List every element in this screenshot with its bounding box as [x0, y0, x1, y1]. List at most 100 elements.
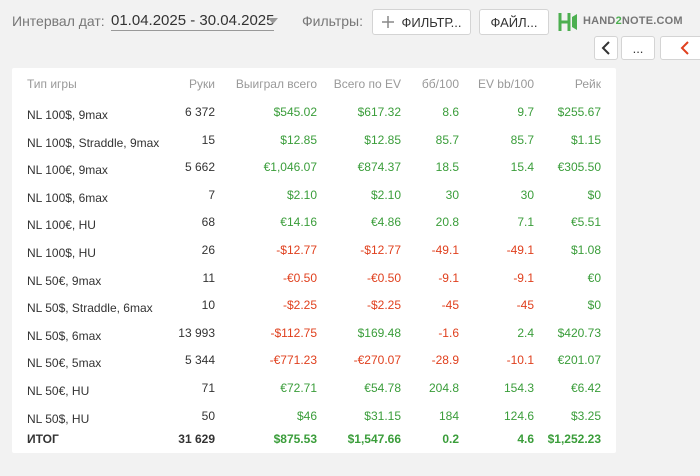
cell-value: -€771.23 — [269, 353, 317, 368]
cell-value: -€0.50 — [282, 270, 317, 285]
filter-button[interactable]: ФИЛЬТР... — [372, 9, 471, 35]
game-type[interactable]: NL 100$, 6max — [27, 190, 108, 205]
chevron-icon — [680, 41, 689, 55]
cell-value: 85.7 — [510, 132, 534, 147]
cell-value: €0 — [587, 270, 601, 285]
cell-value: €201.07 — [557, 353, 601, 368]
cell-value: $1.15 — [570, 132, 601, 147]
total-value: 0.2 — [442, 432, 459, 447]
date-label: Интервал дат: — [12, 13, 105, 29]
game-type[interactable]: NL 50€, 9max — [27, 273, 102, 288]
cell-value: -9.1 — [438, 270, 459, 285]
cell-value: 20.8 — [435, 215, 459, 230]
cell-value: 50 — [201, 408, 215, 423]
cell-value: 71 — [201, 381, 215, 395]
cell-value: 11 — [202, 270, 215, 285]
cell-value: $1.08 — [570, 243, 601, 257]
cell-value: $2.10 — [370, 187, 401, 202]
cell-value: 15.4 — [510, 160, 534, 175]
cell-value: $12.85 — [280, 132, 317, 147]
cell-value: €5.51 — [570, 215, 601, 230]
cell-value: €1,046.07 — [263, 160, 317, 175]
cell-value: $2.10 — [286, 187, 317, 202]
cell-value: 6 372 — [184, 105, 215, 119]
partial-button[interactable] — [660, 36, 700, 60]
game-type[interactable]: NL 100$, HU — [27, 246, 96, 260]
cell-value: -€0.50 — [366, 270, 401, 285]
cell-value: 10 — [201, 298, 215, 313]
cell-value: 30 — [520, 187, 534, 202]
file-button[interactable]: ФАЙЛ... — [479, 9, 549, 35]
cell-value: 30 — [445, 187, 459, 202]
cell-value: -28.9 — [431, 353, 459, 368]
cell-value: 15 — [201, 132, 215, 147]
cell-value: $420.73 — [557, 325, 601, 340]
column-header: Всего по EV — [333, 77, 401, 91]
cell-value: 85.7 — [435, 132, 459, 147]
logo-left: HAND — [583, 15, 616, 27]
cell-value: $0 — [587, 298, 601, 313]
logo-mid: 2 — [615, 15, 622, 27]
cell-value: $46 — [296, 408, 317, 423]
cell-value: 5 344 — [184, 353, 215, 368]
game-type[interactable]: NL 100€, 9max — [27, 163, 108, 178]
game-type[interactable]: NL 50€, 5max — [27, 356, 102, 371]
cell-value: -€270.07 — [353, 353, 401, 368]
game-type[interactable]: NL 50$, 6max — [27, 328, 102, 343]
cell-value: 9.7 — [517, 105, 534, 119]
cell-value: €54.78 — [364, 381, 401, 395]
column-header: Выиграл всего — [235, 77, 317, 91]
date-range[interactable]: 01.04.2025 - 30.04.2025 — [111, 12, 275, 31]
filter-button-text: ФИЛЬТР... — [401, 14, 462, 30]
game-type[interactable]: NL 50$, HU — [27, 411, 90, 426]
cell-value: $169.48 — [357, 325, 401, 340]
cell-value: $617.32 — [357, 105, 401, 119]
cell-value: -$12.77 — [360, 243, 401, 257]
total-label: ИТОГ — [27, 432, 59, 447]
more-button-text: ... — [632, 40, 644, 56]
total-value: 4.6 — [517, 432, 534, 447]
cell-value: $255.67 — [557, 105, 601, 119]
cell-value: 7 — [208, 187, 215, 202]
cell-value: 204.8 — [428, 381, 459, 395]
cell-value: -10.1 — [506, 353, 534, 368]
game-type[interactable]: NL 100$, 9max — [27, 108, 108, 122]
cell-value: -$2.25 — [366, 298, 401, 313]
game-type[interactable]: NL 100€, HU — [27, 218, 96, 233]
cell-value: 7.1 — [517, 215, 534, 230]
game-type[interactable]: NL 50€, HU — [27, 384, 90, 398]
plus-icon — [381, 16, 394, 28]
cell-value: -45 — [441, 298, 459, 313]
cell-value: 2.4 — [517, 325, 534, 340]
game-type[interactable]: NL 100$, Straddle, 9max — [27, 135, 160, 150]
cell-value: -1.6 — [438, 325, 459, 340]
more-button[interactable]: ... — [621, 36, 655, 60]
file-button-text: ФАЙЛ... — [490, 14, 538, 30]
column-header: Тип игры — [27, 77, 77, 91]
cell-value: 68 — [201, 215, 215, 230]
column-header: EV bb/100 — [477, 77, 534, 91]
cell-value: -$112.75 — [270, 325, 317, 340]
cell-value: -$2.25 — [282, 298, 317, 313]
cell-value: -49.1 — [506, 243, 534, 257]
stats-table: Тип игры Руки Выиграл всего Всего по EV бб/1… — [12, 68, 616, 453]
dropdown-caret[interactable] — [268, 17, 278, 25]
total-value: 31 629 — [178, 432, 215, 447]
cell-value: €305.50 — [557, 160, 601, 175]
cell-value: $31.15 — [364, 408, 401, 423]
cell-value: 18.5 — [435, 160, 459, 175]
column-header: Руки — [189, 77, 215, 91]
cell-value: 8.6 — [442, 105, 459, 119]
back-button[interactable] — [594, 36, 618, 60]
total-value: $1,252.23 — [547, 432, 601, 447]
logo-right: NOTE.COM — [621, 15, 683, 27]
cell-value: 26 — [201, 243, 215, 257]
cell-value: 13 993 — [178, 325, 215, 340]
cell-value: $12.85 — [364, 132, 401, 147]
game-type[interactable]: NL 50$, Straddle, 6max — [27, 301, 153, 316]
cell-value: 124.6 — [503, 408, 534, 423]
cell-value: 154.3 — [503, 381, 534, 395]
cell-value: $0 — [587, 187, 601, 202]
chevron-icon — [601, 41, 610, 55]
cell-value: €14.16 — [280, 215, 317, 230]
